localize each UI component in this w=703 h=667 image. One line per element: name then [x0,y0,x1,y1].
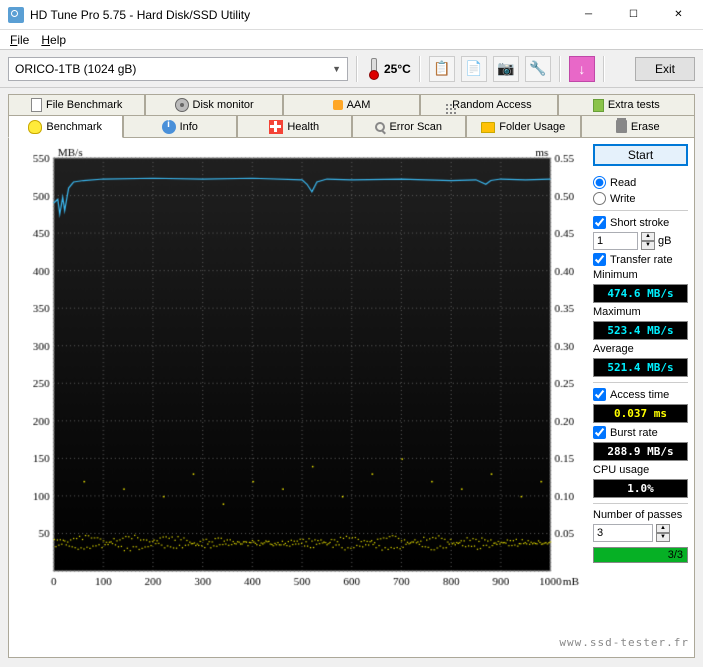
separator [356,56,358,82]
tab-disk-monitor[interactable]: Disk monitor [145,94,282,116]
min-value: 474.6 MB/s [593,284,688,303]
chevron-down-icon: ▼ [332,64,341,74]
tab-row-upper: File BenchmarkDisk monitorAAMRandom Acce… [8,94,695,116]
cpu-label: CPU usage [593,464,688,476]
chart-area [15,144,585,651]
watermark: www.ssd-tester.fr [559,636,689,649]
disk-icon [175,98,189,112]
menu-file[interactable]: File [6,31,33,49]
passes-field[interactable]: ▲▼ [593,524,688,542]
separator [603,56,605,82]
tab-benchmark[interactable]: Benchmark [8,116,123,138]
avg-value: 521.4 MB/s [593,358,688,377]
random-icon [446,104,448,106]
toolbar: ORICO-1TB (1024 gB) ▼ 25°C 📋 📄 📷 🔧 ↓ Exi… [0,50,703,88]
tab-error-scan[interactable]: Error Scan [352,116,467,138]
sidebar: Start Read Write Short stroke ▲▼ gB Tran… [593,144,688,651]
short-stroke-check[interactable]: Short stroke [593,216,688,229]
tab-health[interactable]: Health [237,116,352,138]
titlebar: HD Tune Pro 5.75 - Hard Disk/SSD Utility… [0,0,703,30]
temperature: 25°C [366,58,411,80]
tab-random-access[interactable]: Random Access [420,94,557,116]
tab-info[interactable]: Info [123,116,238,138]
thermometer-icon [366,58,380,80]
max-value: 523.4 MB/s [593,321,688,340]
minimize-button[interactable]: ─ [566,0,611,29]
tab-file-benchmark[interactable]: File Benchmark [8,94,145,116]
passes-progress: 3/3 [593,547,688,563]
screenshot-button[interactable]: 📷 [493,56,519,82]
short-stroke-field[interactable]: ▲▼ gB [593,232,688,250]
temperature-value: 25°C [384,62,411,76]
read-radio[interactable]: Read [593,176,688,189]
erase-icon [616,120,627,133]
burst-check[interactable]: Burst rate [593,426,688,439]
access-value: 0.037 ms [593,404,688,423]
spin-up[interactable]: ▲ [641,232,655,241]
copy-info-button[interactable]: 📄 [461,56,487,82]
tab-row-lower: BenchmarkInfoHealthError ScanFolder Usag… [8,116,695,138]
write-radio[interactable]: Write [593,192,688,205]
benchmark-chart [15,144,585,599]
avg-label: Average [593,343,688,355]
maximize-button[interactable]: ☐ [611,0,656,29]
extra-icon [593,99,604,112]
bulb-icon [28,120,42,134]
spin-down[interactable]: ▼ [656,533,670,542]
info-icon [162,120,176,134]
tab-aam[interactable]: AAM [283,94,420,116]
passes-label: Number of passes [593,509,688,521]
file-icon [31,98,42,112]
drive-select-value: ORICO-1TB (1024 gB) [15,62,136,76]
tab-erase[interactable]: Erase [581,116,696,138]
scan-icon [375,122,385,132]
exit-button[interactable]: Exit [635,57,695,81]
copy-text-button[interactable]: 📋 [429,56,455,82]
tab-folder-usage[interactable]: Folder Usage [466,116,581,138]
close-button[interactable]: ✕ [656,0,701,29]
options-button[interactable]: 🔧 [525,56,551,82]
app-icon [8,7,24,23]
save-button[interactable]: ↓ [569,56,595,82]
access-check[interactable]: Access time [593,388,688,401]
content-area: File BenchmarkDisk monitorAAMRandom Acce… [0,88,703,660]
drive-select[interactable]: ORICO-1TB (1024 gB) ▼ [8,57,348,81]
start-button[interactable]: Start [593,144,688,166]
burst-value: 288.9 MB/s [593,442,688,461]
tab-body: Start Read Write Short stroke ▲▼ gB Tran… [8,138,695,658]
min-label: Minimum [593,269,688,281]
passes-input[interactable] [593,524,653,542]
folder-icon [481,122,495,133]
menu-help[interactable]: Help [37,31,70,49]
menubar: File Help [0,30,703,50]
tab-extra-tests[interactable]: Extra tests [558,94,695,116]
window-title: HD Tune Pro 5.75 - Hard Disk/SSD Utility [30,8,566,22]
spin-down[interactable]: ▼ [641,241,655,250]
separator [419,56,421,82]
transfer-check[interactable]: Transfer rate [593,253,688,266]
max-label: Maximum [593,306,688,318]
speaker-icon [333,100,343,110]
health-icon [269,120,283,134]
spin-up[interactable]: ▲ [656,524,670,533]
cpu-value: 1.0% [593,479,688,498]
short-stroke-input[interactable] [593,232,638,250]
separator [559,56,561,82]
